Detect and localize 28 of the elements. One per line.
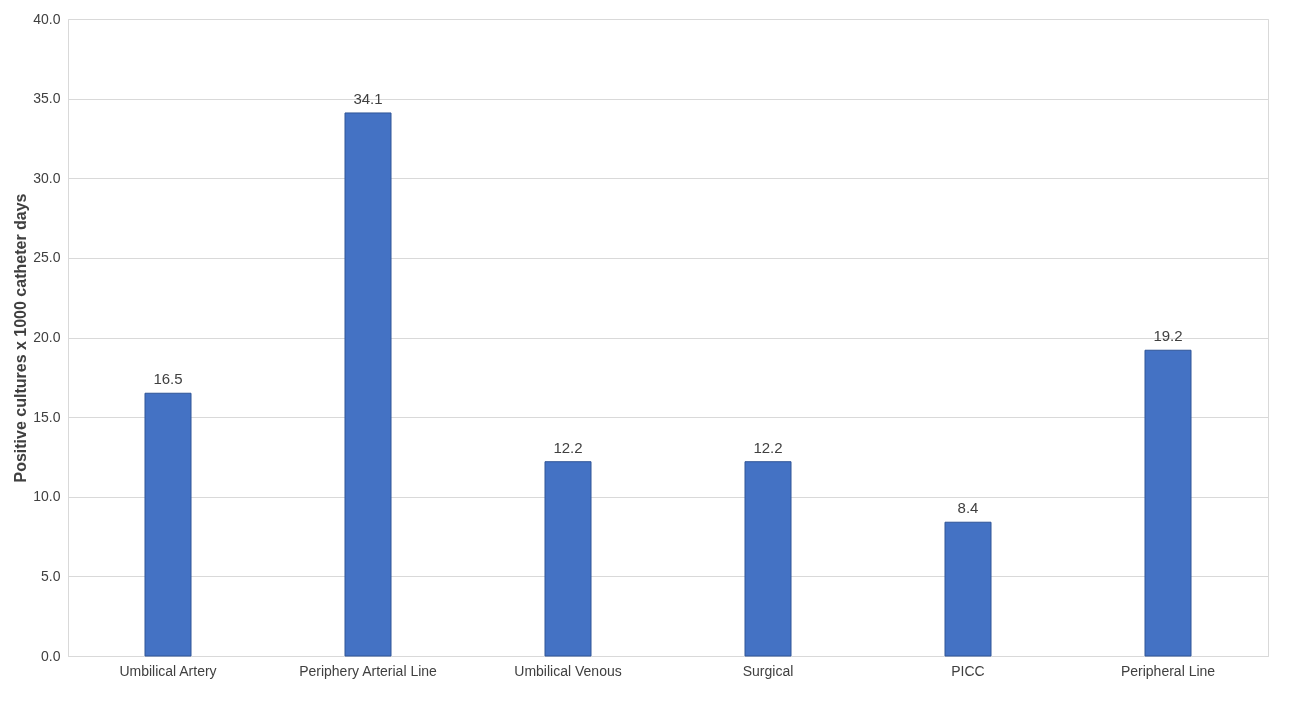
y-tick-label: 0.0 (41, 647, 61, 664)
bar (1144, 349, 1192, 657)
y-tick-label: 15.0 (33, 408, 61, 425)
bar (144, 392, 192, 657)
x-tick-label: Peripheral Line (1120, 662, 1216, 679)
data-label: 12.2 (753, 438, 783, 456)
data-label: 19.2 (1153, 327, 1183, 345)
y-tick-label: 20.0 (33, 329, 61, 345)
bar (744, 461, 792, 657)
bar (544, 461, 592, 657)
bar (344, 112, 392, 657)
y-tick-label: 5.0 (41, 567, 61, 584)
x-tick-label: Umbilical Venous (514, 662, 622, 679)
y-tick-label: 35.0 (33, 90, 61, 107)
bar (944, 521, 992, 657)
data-label: 8.4 (957, 499, 979, 517)
y-axis-title: Positive cultures x 1000 catheter days (12, 193, 30, 483)
y-tick-label: 30.0 (33, 169, 61, 186)
y-tick-label: 10.0 (33, 488, 61, 505)
data-label: 16.5 (153, 370, 183, 388)
x-tick-label: PICC (951, 662, 985, 679)
y-tick-label: 25.0 (33, 249, 61, 266)
x-tick-label: Periphery Arterial Line (299, 662, 438, 679)
data-label: 12.2 (553, 438, 583, 456)
data-label: 34.1 (353, 89, 383, 107)
x-tick-label: Umbilical Artery (119, 662, 217, 679)
x-tick-label: Surgical (742, 662, 794, 679)
y-tick-label: 40.0 (33, 10, 61, 27)
